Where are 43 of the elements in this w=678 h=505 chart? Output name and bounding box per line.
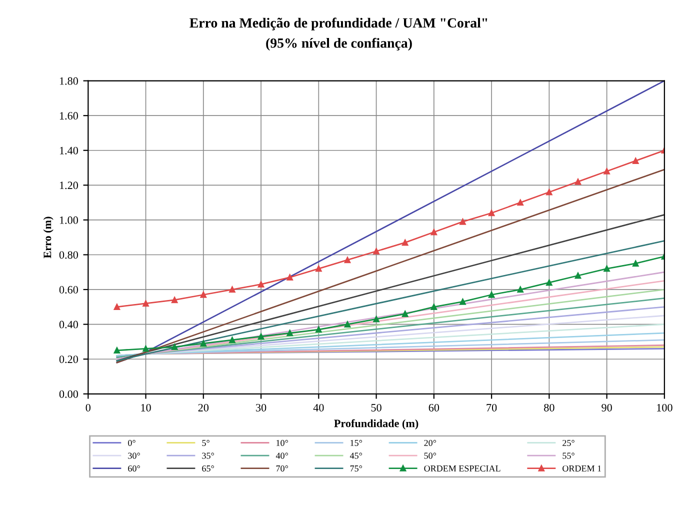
legend-label: 70° — [276, 465, 288, 472]
legend-label: 40° — [276, 452, 288, 459]
x-tick-label: 0 — [86, 404, 90, 412]
legend-label: 20° — [424, 440, 436, 446]
legend-label: 0° — [128, 440, 136, 446]
legend-label: 65° — [202, 465, 214, 472]
y-tick-label: 0.20 — [59, 356, 78, 364]
legend-label: 15° — [350, 440, 362, 446]
legend-label: 60° — [128, 465, 140, 472]
y-tick-label: 0.60 — [59, 286, 78, 294]
x-tick-label: 80 — [544, 404, 554, 412]
y-tick-label: 1.80 — [60, 77, 78, 85]
legend-label: 50° — [424, 452, 436, 459]
chart-title: Erro na Medição de profundidade / UAM "Coral" — [190, 18, 488, 30]
x-axis-title: Profundidade (m) — [334, 419, 418, 430]
y-tick-label: 0.40 — [59, 320, 78, 328]
y-tick-label: 1.60 — [60, 112, 78, 120]
x-tick-label: 30 — [256, 404, 266, 412]
x-tick-label: 40 — [313, 404, 324, 412]
legend-label: 5° — [202, 440, 210, 446]
legend-label: 30° — [128, 452, 140, 459]
x-tick-label: 10 — [141, 404, 151, 412]
legend-label: 25° — [562, 440, 574, 446]
y-tick-label: 1.20 — [60, 182, 78, 190]
y-tick-label: 1.00 — [60, 216, 78, 224]
x-tick-label: 100 — [657, 404, 672, 412]
chart-subtitle: (95% nível de confiança) — [266, 38, 412, 51]
legend-label: 35° — [202, 452, 214, 459]
y-axis-title: Erro (m) — [43, 216, 54, 258]
x-tick-label: 70 — [486, 404, 497, 412]
y-tick-label: 0.80 — [59, 251, 78, 259]
legend-label: ORDEM 1 — [562, 465, 602, 472]
legend-label: 10° — [276, 440, 288, 446]
y-tick-label: 0.00 — [59, 390, 78, 398]
x-tick-label: 20 — [198, 404, 209, 412]
legend-label: 55° — [562, 452, 574, 459]
x-tick-label: 50 — [371, 404, 382, 412]
legend-label: 45° — [350, 452, 362, 459]
legend-label: 75° — [350, 465, 362, 472]
x-tick-label: 90 — [602, 404, 612, 412]
legend-label: ORDEM ESPECIAL — [424, 465, 500, 472]
y-tick-label: 1.40 — [60, 146, 78, 154]
x-tick-label: 60 — [428, 404, 440, 412]
